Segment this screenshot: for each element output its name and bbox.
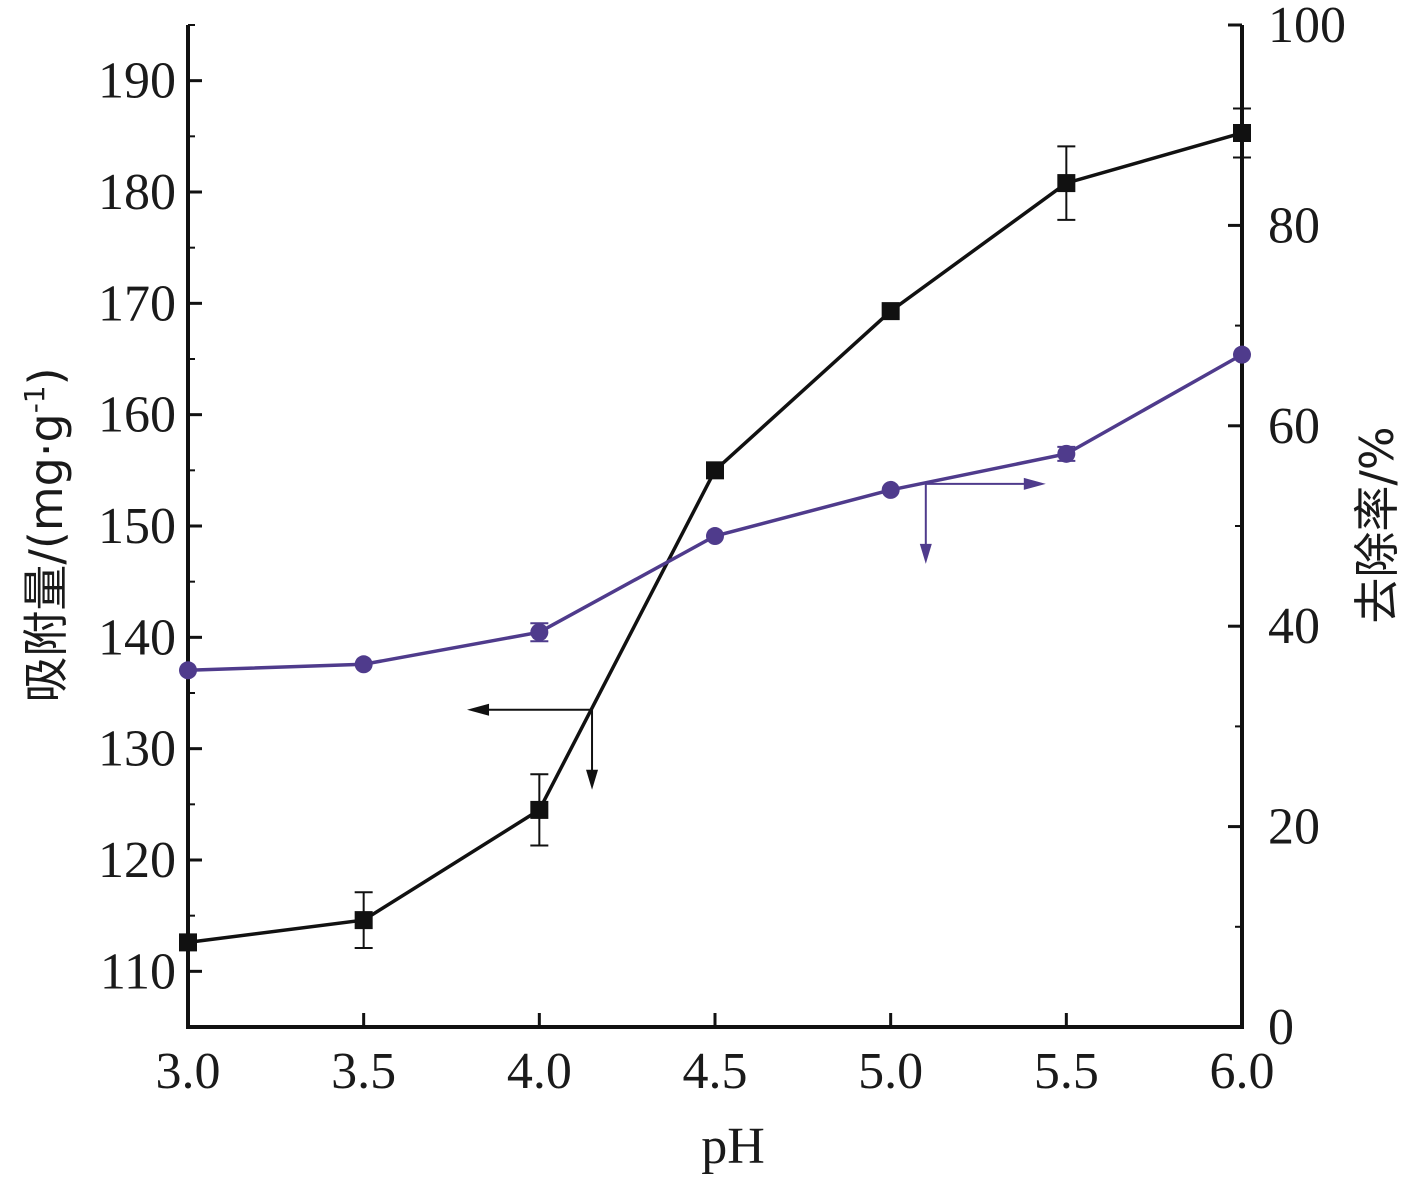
left-y-title-close: ) xyxy=(19,367,73,385)
series-2-line xyxy=(187,353,1243,673)
data-point-square xyxy=(1057,174,1076,193)
left-y-tick-label: 150 xyxy=(98,498,176,555)
right-y-tick-label: 100 xyxy=(1268,0,1346,54)
data-point-circle xyxy=(881,480,900,499)
annotation-arrowhead-left xyxy=(467,703,490,716)
x-tick-label: 4.0 xyxy=(507,1043,572,1100)
right-y-tick-label: 80 xyxy=(1268,197,1320,254)
left-y-tick-label: 110 xyxy=(100,943,176,1000)
x-tick-label: 3.0 xyxy=(156,1043,221,1100)
right-y-ticks: 0 20 40 60 80 100 xyxy=(1228,0,1346,1056)
x-ticks: 3.0 3.5 4.0 4.5 5.0 5.5 6.0 xyxy=(156,1013,1275,1100)
left-y-title-sup: -1 xyxy=(18,385,51,413)
data-point-square xyxy=(179,933,197,952)
annotation-arrowhead-down xyxy=(919,543,932,564)
left-y-tick-label: 180 xyxy=(98,164,176,221)
annotation-1 xyxy=(467,703,599,790)
left-y-tick-label: 190 xyxy=(98,53,176,110)
data-point-square xyxy=(1233,123,1251,142)
series-group xyxy=(179,107,1251,952)
left-y-axis-title: 吸附量/(mg·g-1) xyxy=(18,367,73,702)
data-point-square xyxy=(530,800,549,819)
left-y-ticks: 110 120 130 140 150 160 170 180 190 xyxy=(98,24,202,1028)
left-y-tick-label: 170 xyxy=(98,275,176,332)
annotation-arrowhead-down xyxy=(586,769,599,790)
right-y-tick-label: 60 xyxy=(1268,398,1320,455)
data-point-circle xyxy=(1233,345,1251,364)
annotation-2 xyxy=(919,477,1046,564)
left-y-tick-label: 160 xyxy=(98,387,176,444)
left-y-title-main: 吸附量/(mg·g xyxy=(19,413,73,702)
x-tick-label: 4.5 xyxy=(683,1043,748,1100)
data-point-circle xyxy=(706,527,724,546)
data-point-circle xyxy=(179,661,197,680)
x-tick-label: 6.0 xyxy=(1210,1043,1275,1100)
right-y-axis-title: 去除率/% xyxy=(1350,426,1404,623)
annotation-arrows xyxy=(467,477,1046,790)
data-point-square xyxy=(706,461,724,480)
axes-frame xyxy=(186,25,1244,1029)
series-1 xyxy=(179,107,1251,952)
right-y-tick-label: 40 xyxy=(1268,598,1320,655)
right-y-tick-label: 0 xyxy=(1268,999,1294,1056)
data-point-circle xyxy=(530,623,549,642)
left-y-tick-label: 120 xyxy=(98,832,176,889)
series-2 xyxy=(179,345,1251,680)
left-y-tick-label: 130 xyxy=(98,721,176,778)
data-point-circle xyxy=(354,655,373,674)
x-tick-label: 5.5 xyxy=(1034,1043,1099,1100)
data-point-square xyxy=(354,911,373,930)
left-y-tick-label: 140 xyxy=(98,609,176,666)
data-point-circle xyxy=(1057,444,1076,463)
x-tick-label: 5.0 xyxy=(858,1043,923,1100)
data-point-square xyxy=(881,302,900,321)
annotation-arrowhead-right xyxy=(1023,477,1046,490)
x-tick-label: 3.5 xyxy=(331,1043,396,1100)
right-y-tick-label: 20 xyxy=(1268,799,1320,856)
x-axis-title: pH xyxy=(701,1118,765,1175)
